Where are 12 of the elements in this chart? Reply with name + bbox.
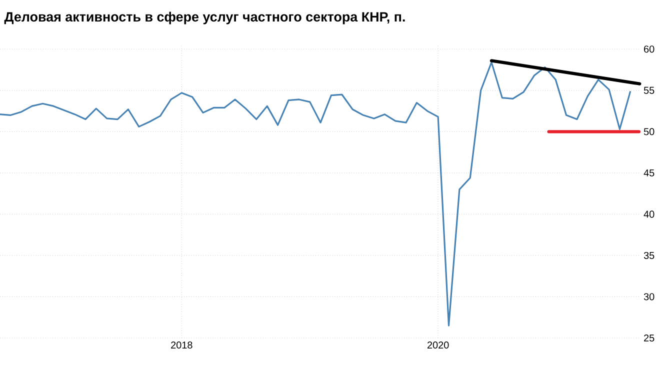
y-tick-label: 30 (644, 293, 654, 300)
x-tick-label: 2018 (171, 342, 192, 349)
line-series (0, 62, 632, 326)
y-tick-label: 40 (644, 210, 654, 218)
y-tick-label: 50 (644, 128, 654, 136)
chart-title: Деловая активность в сфере услуг частного сектора КНР, п. (4, 12, 405, 24)
y-tick-label: 25 (644, 334, 654, 342)
y-tick-label: 55 (644, 86, 654, 94)
y-tick-label: 60 (644, 46, 654, 53)
x-tick-label: 2020 (427, 342, 449, 349)
y-tick-label: 45 (644, 169, 654, 176)
y-tick-label: 35 (644, 252, 654, 259)
